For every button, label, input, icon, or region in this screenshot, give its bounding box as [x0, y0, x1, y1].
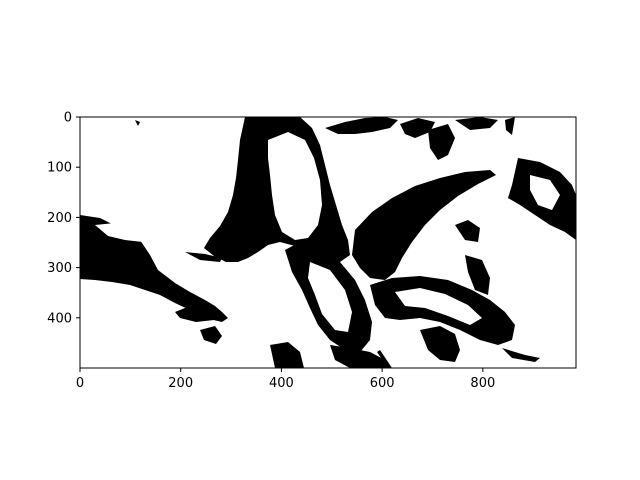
- dark-region: [352, 170, 496, 280]
- light-region: [268, 132, 322, 240]
- dark-region: [175, 304, 220, 322]
- dark-region: [502, 348, 540, 362]
- x-axis: 0 200 400 600 800: [76, 368, 495, 391]
- dark-region: [428, 124, 455, 160]
- dark-region: [325, 117, 398, 134]
- dark-region: [185, 252, 222, 262]
- light-region: [530, 175, 560, 210]
- y-tick-label: 400: [47, 311, 72, 326]
- dark-region: [400, 118, 435, 138]
- x-tick-label: 800: [470, 376, 495, 391]
- dark-region: [465, 255, 490, 295]
- light-region: [395, 288, 482, 325]
- dark-region: [377, 350, 392, 368]
- axes-frame: [79, 116, 577, 369]
- y-tick-label: 200: [47, 211, 72, 226]
- dark-region: [455, 117, 498, 130]
- binary-image: [80, 117, 576, 368]
- y-tick-label: 0: [64, 111, 72, 126]
- x-tick-label: 600: [370, 376, 395, 391]
- y-tick-label: 300: [47, 261, 72, 276]
- dark-region: [455, 220, 480, 242]
- dark-region: [420, 326, 460, 362]
- y-axis: 0 100 200 300 400: [47, 111, 80, 326]
- light-region: [308, 262, 352, 332]
- dark-region: [80, 215, 228, 322]
- dark-region: [200, 326, 222, 344]
- x-tick-label: 200: [168, 376, 193, 391]
- dark-region: [270, 342, 304, 368]
- dark-region: [330, 345, 388, 368]
- dark-region: [95, 223, 148, 242]
- image-area: [80, 117, 576, 368]
- dark-region: [505, 117, 515, 135]
- x-tick-label: 400: [269, 376, 294, 391]
- dark-region: [135, 120, 140, 126]
- x-tick-label: 0: [76, 376, 84, 391]
- y-tick-label: 100: [47, 161, 72, 176]
